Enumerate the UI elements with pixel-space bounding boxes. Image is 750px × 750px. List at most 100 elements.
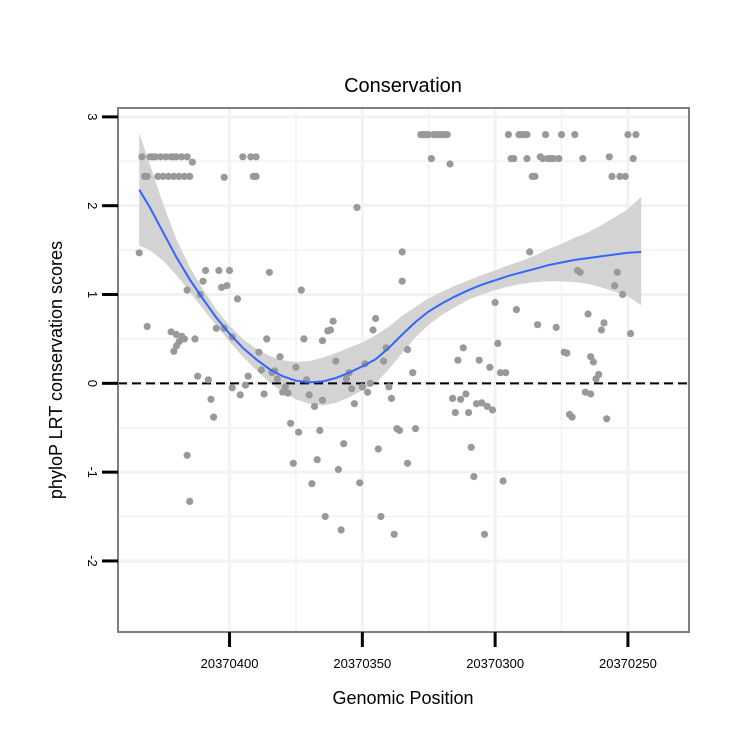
data-point: [542, 131, 550, 139]
data-point: [340, 440, 348, 448]
data-point: [589, 358, 598, 366]
y-tick-label: -1: [85, 466, 100, 478]
data-point: [183, 286, 191, 294]
data-point: [470, 473, 478, 481]
data-point: [252, 153, 260, 161]
confidence-band: [139, 132, 642, 406]
data-point: [496, 369, 504, 377]
x-tick-label: 20370350: [333, 656, 391, 671]
data-point: [587, 353, 595, 361]
data-point: [281, 383, 289, 391]
x-tick-label: 20370400: [201, 656, 259, 671]
data-point: [241, 381, 250, 389]
data-point: [284, 389, 292, 397]
data-point: [273, 375, 281, 383]
data-point: [199, 277, 207, 285]
data-point: [202, 266, 210, 275]
data-point: [600, 319, 608, 327]
data-point: [403, 346, 412, 354]
data-point: [611, 282, 619, 290]
data-point: [459, 344, 467, 352]
data-point: [478, 399, 486, 407]
y-tick-label: 2: [85, 202, 100, 209]
data-point: [162, 153, 170, 161]
data-point: [183, 153, 191, 161]
data-point: [579, 155, 587, 163]
data-point: [571, 131, 579, 139]
data-point: [563, 349, 571, 357]
data-point: [568, 413, 576, 421]
data-point: [480, 530, 489, 538]
data-point: [159, 172, 167, 180]
y-tick-label: -2: [85, 555, 100, 567]
data-point: [257, 366, 265, 374]
data-point: [462, 390, 470, 398]
data-point: [632, 131, 640, 139]
data-point: [358, 383, 366, 391]
data-point: [236, 391, 244, 399]
x-tick-label: 20370300: [466, 656, 524, 671]
data-point: [427, 155, 435, 163]
data-point: [191, 335, 199, 343]
plot-frame: [117, 107, 690, 633]
data-point: [446, 160, 454, 168]
data-point: [212, 324, 220, 332]
data-point: [334, 465, 342, 474]
data-point: [377, 512, 385, 521]
data-point: [215, 266, 223, 275]
data-point: [318, 396, 327, 404]
data-point: [180, 172, 188, 180]
data-point: [321, 512, 329, 521]
data-point: [390, 530, 398, 538]
data-point: [180, 335, 188, 343]
data-point: [512, 306, 521, 314]
data-point: [175, 172, 183, 180]
data-point: [332, 357, 340, 365]
data-point: [154, 172, 162, 180]
data-point: [488, 406, 497, 414]
data-point: [295, 428, 303, 436]
data-point: [550, 155, 558, 163]
data-point: [318, 337, 327, 345]
x-axis-ticks: 20370400 20370350 20370300 20370250: [201, 632, 657, 671]
data-point: [292, 363, 300, 371]
data-point: [220, 173, 228, 181]
data-point: [313, 456, 321, 464]
data-point: [486, 363, 494, 371]
data-point: [172, 330, 180, 339]
data-point: [395, 426, 404, 434]
data-point: [472, 400, 481, 408]
data-point: [555, 155, 563, 163]
data-point: [244, 372, 252, 380]
data-point: [504, 131, 512, 139]
data-point: [135, 249, 143, 257]
data-point: [143, 172, 151, 180]
data-point: [387, 394, 396, 402]
data-point: [170, 153, 178, 161]
data-point: [494, 339, 502, 347]
data-point: [207, 395, 215, 403]
data-point: [465, 409, 473, 417]
smooth-line: [138, 189, 642, 384]
data-point: [557, 131, 566, 139]
data-point: [260, 390, 268, 398]
data-point: [425, 131, 433, 139]
data-point: [398, 277, 406, 285]
data-point: [385, 383, 393, 391]
data-point: [143, 322, 151, 331]
data-point: [603, 415, 611, 423]
data-point: [475, 356, 483, 364]
data-point: [194, 372, 202, 380]
data-point: [297, 286, 305, 294]
data-point: [308, 480, 316, 488]
data-point: [263, 335, 271, 343]
y-tick-label: 1: [85, 291, 100, 298]
data-point: [587, 390, 595, 398]
grid: [118, 108, 689, 632]
data-point: [228, 384, 236, 392]
data-point: [164, 172, 173, 180]
data-point: [534, 321, 542, 329]
data-point: [350, 400, 358, 408]
data-point: [523, 131, 531, 139]
data-point: [204, 376, 212, 384]
